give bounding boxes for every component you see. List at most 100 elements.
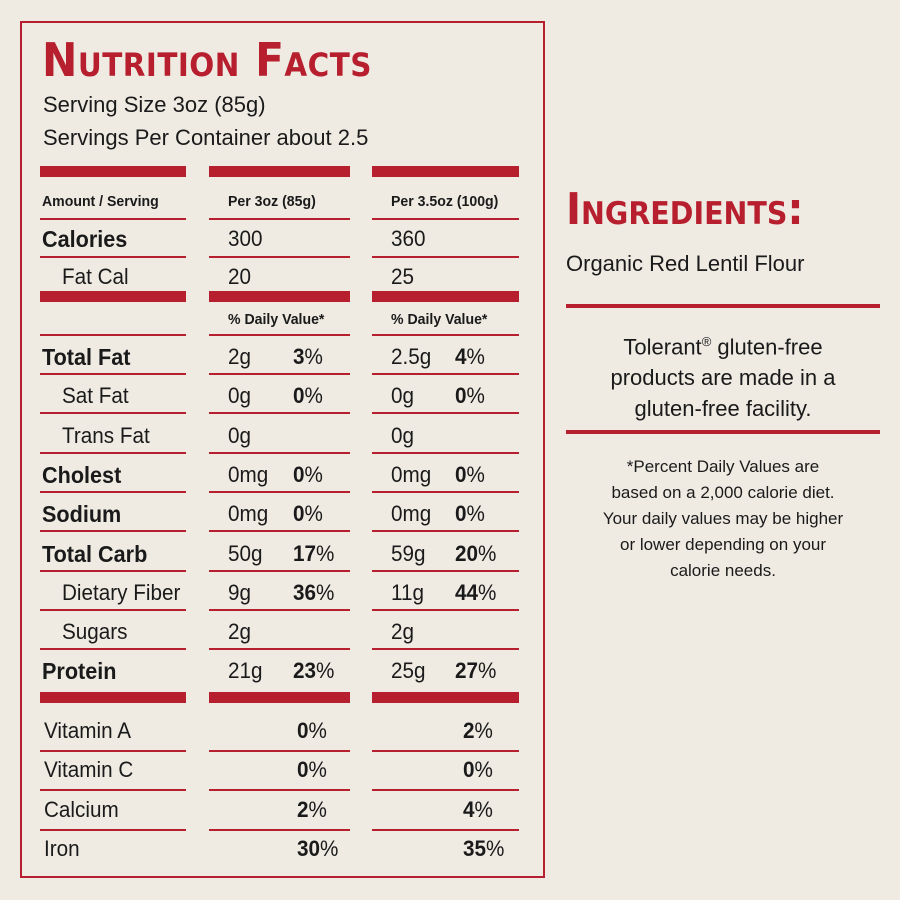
row-rule (40, 608, 186, 611)
percent-sign: % (466, 461, 485, 487)
registered-mark: ® (701, 334, 712, 349)
value: 300 (228, 226, 263, 251)
section-bar (40, 692, 186, 703)
percent-sign: % (486, 835, 505, 861)
row-rule (372, 256, 519, 258)
percent-number: 44 (455, 579, 479, 605)
nutrient-label: Sodium (42, 501, 122, 528)
percent-value: 30% (297, 835, 338, 863)
amount-header: Amount / Serving (42, 193, 159, 210)
percent-value: 36% (293, 579, 334, 607)
nutrient-amount: 0mg (391, 501, 432, 527)
percent-sign: % (474, 757, 493, 783)
section-bar (209, 692, 350, 703)
percent-number: 36 (293, 579, 317, 605)
statement-line-2: products are made in a (610, 365, 836, 391)
nutrient-amount: 2g (228, 344, 252, 369)
nutrient-label: Total Fat (42, 344, 131, 370)
nutrient-amount: 21g (228, 658, 263, 684)
daily-value-header: % Daily Value* (391, 311, 488, 328)
percent-number: 27 (455, 658, 479, 684)
row-rule (40, 828, 186, 831)
serving-size: Serving Size 3oz (85g) (43, 92, 266, 117)
percent-value: 17% (293, 540, 334, 568)
percent-value: 0% (455, 382, 485, 410)
divider (566, 430, 880, 434)
percent-number: 0 (293, 461, 305, 487)
row-rule (40, 451, 186, 454)
percent-value: 0% (297, 756, 327, 784)
nutrient-amount: 2.5g (391, 344, 432, 369)
row-rule (40, 750, 186, 752)
row-rule (209, 828, 350, 831)
section-bar (209, 166, 350, 177)
percent-number: 2 (463, 718, 475, 743)
nutrient-label: Dietary Fiber (62, 579, 181, 605)
row-rule (40, 530, 186, 533)
percent-value: 0% (293, 500, 323, 528)
row-rule (209, 373, 350, 375)
calories-label: Calories (42, 226, 128, 252)
footnote-line: *Percent Daily Values are (626, 457, 820, 476)
nutrient-amount: 2g (391, 619, 415, 645)
nutrient-amount: 0g (228, 383, 252, 409)
row-rule (40, 412, 186, 415)
percent-number: 4 (463, 796, 475, 822)
percent-sign: % (308, 757, 327, 783)
nutrient-amount: 0g (228, 422, 252, 448)
nutrition-facts-panel (20, 21, 545, 878)
percent-number: 23 (293, 658, 317, 684)
row-rule (372, 490, 519, 493)
row-rule (209, 490, 350, 493)
column-header-85g: Per 3oz (85g) (228, 193, 316, 210)
nutrient-label: Cholest (42, 461, 122, 488)
nutrition-facts-title: Nutrition Facts (42, 33, 372, 87)
nutrient-amount: 0g (391, 383, 415, 409)
brand-name: Tolerant (623, 334, 702, 360)
percent-value: 27% (455, 657, 496, 685)
row-rule (40, 256, 186, 258)
ingredients-title: Ingredients: (566, 184, 804, 235)
row-rule (40, 218, 186, 220)
percent-value: 4% (455, 343, 485, 371)
row-rule (372, 828, 519, 831)
servings-per-container: Servings Per Container about 2.5 (43, 125, 369, 150)
row-rule (372, 789, 519, 792)
vitamin-label: Calcium (44, 796, 119, 822)
section-bar (372, 166, 519, 177)
percent-number: 35 (463, 835, 487, 861)
nutrient-amount: 59g (391, 540, 426, 566)
section-bar (372, 692, 519, 703)
row-rule (209, 789, 350, 792)
percent-value: 3% (293, 343, 323, 371)
percent-number: 0 (455, 383, 467, 409)
row-rule (40, 490, 186, 493)
row-rule (209, 334, 350, 336)
percent-sign: % (316, 658, 335, 684)
nutrient-label: Trans Fat (62, 422, 150, 448)
ingredients-text: Organic Red Lentil Flour (566, 251, 805, 276)
statement-line-3: gluten-free facility. (634, 396, 812, 422)
footnote-line: or lower depending on your (619, 535, 827, 554)
row-rule (209, 750, 350, 752)
percent-sign: % (466, 344, 485, 369)
percent-value: 0% (455, 461, 485, 489)
percent-sign: % (304, 461, 323, 487)
nutrient-amount: 9g (228, 579, 252, 605)
nutrient-amount: 50g (228, 540, 263, 566)
percent-number: 17 (293, 540, 317, 566)
vitamin-label: Iron (44, 835, 80, 861)
row-rule (372, 750, 519, 752)
footnote-line: based on a 2,000 calorie diet. (611, 483, 835, 502)
percent-number: 0 (297, 718, 309, 743)
nutrient-amount: 25g (391, 658, 426, 684)
section-bar (209, 291, 350, 302)
row-rule (372, 334, 519, 336)
percent-value: 2% (297, 796, 327, 824)
statement-line-1: gluten-free (711, 334, 823, 360)
percent-value: 20% (455, 540, 496, 568)
value: 25 (391, 264, 415, 289)
percent-sign: % (304, 383, 323, 409)
percent-sign: % (304, 344, 323, 369)
percent-sign: % (478, 579, 497, 605)
